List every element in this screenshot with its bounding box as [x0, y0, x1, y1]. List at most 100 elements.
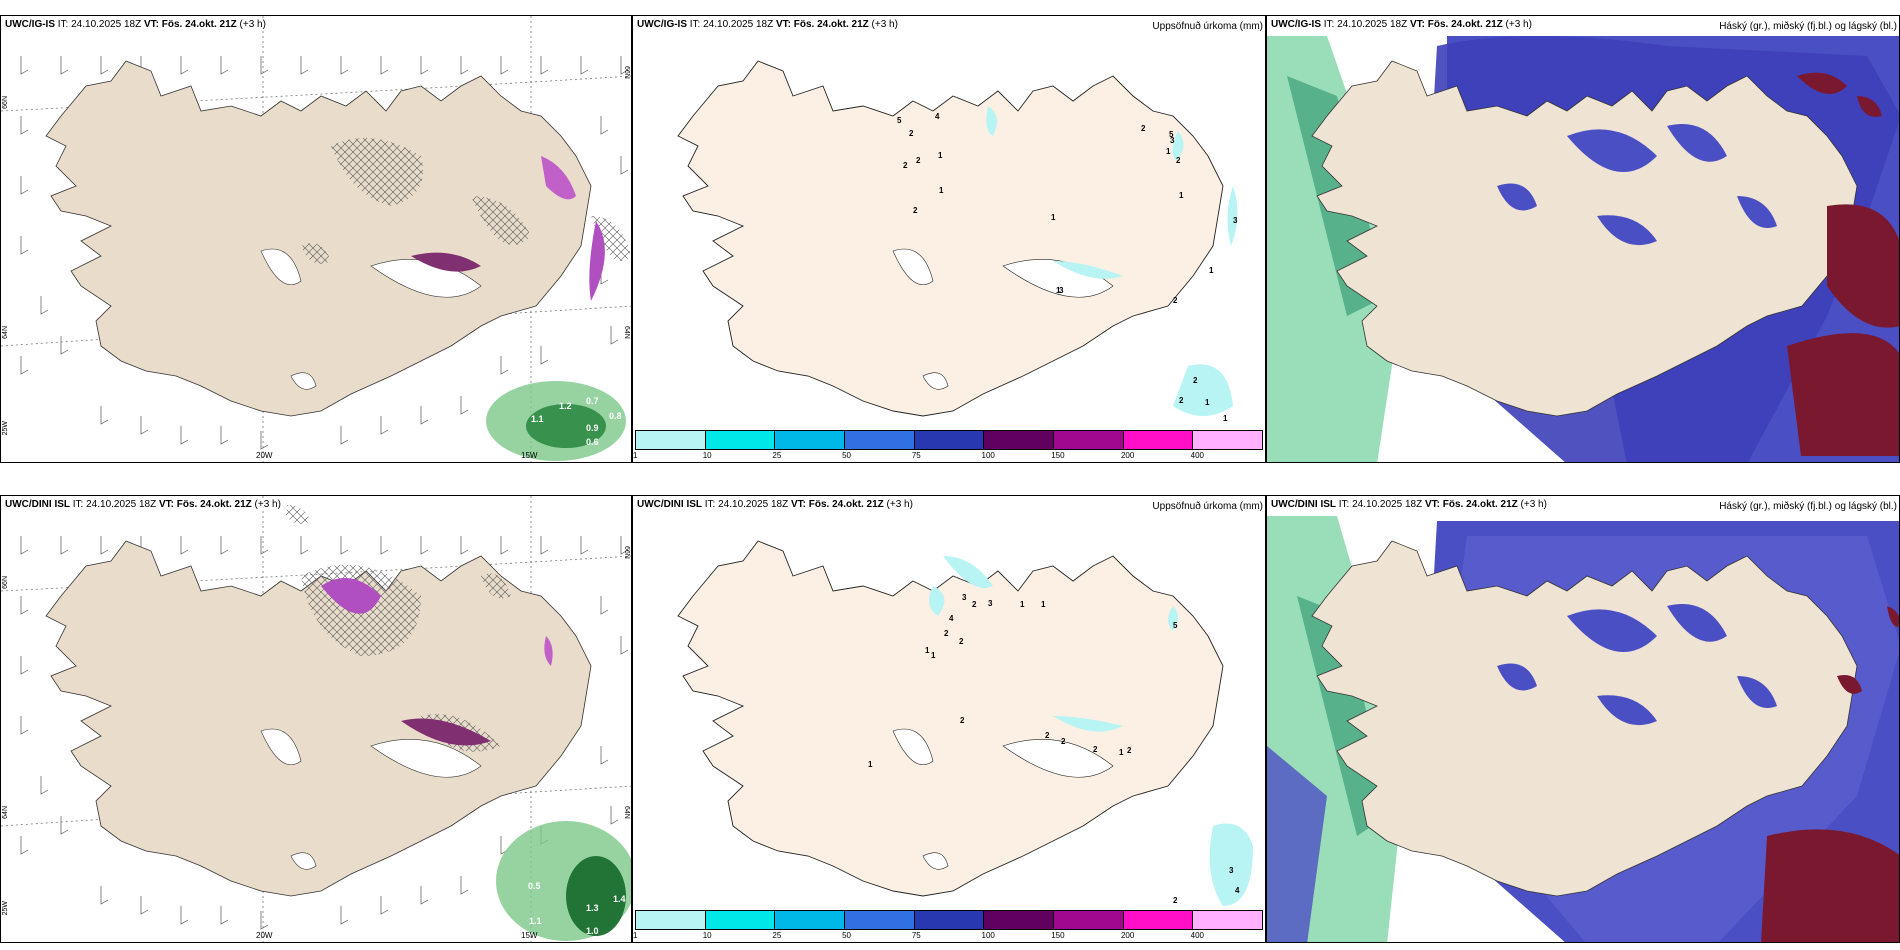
colorbar-seg: [845, 911, 915, 929]
cloud-map: [1267, 496, 1899, 942]
colorbar-ticks: 1 10 25 50 75 100 150 200 400: [633, 450, 1263, 462]
panel-title: UWC/IG-IS IT: 24.10.2025 18Z VT: Fös. 24…: [635, 19, 900, 30]
colorbar-tick: 100: [981, 451, 995, 460]
colorbar-tick: 150: [1051, 931, 1065, 940]
colorbar-seg: [636, 911, 706, 929]
precip-value: 3: [1170, 136, 1175, 145]
wind-value: 1.2: [559, 401, 572, 411]
precip-value: 2: [916, 156, 921, 165]
precip-title: Uppsöfnuð úrkoma (mm): [1152, 21, 1263, 32]
precip-colorbar: [635, 910, 1263, 930]
precip-map: [633, 496, 1253, 906]
precip-value: 1: [939, 186, 944, 195]
lat-label: 66N: [2, 576, 9, 589]
colorbar-tick: 25: [772, 451, 782, 460]
colorbar-tick: 400: [1190, 451, 1205, 460]
precip-value: 1: [1205, 398, 1210, 407]
colorbar-seg: [1193, 911, 1263, 929]
precip-value: 1: [1041, 600, 1046, 609]
colorbar-seg: [914, 431, 985, 449]
colorbar-tick: 400: [1190, 931, 1205, 940]
colorbar-seg: [705, 911, 776, 929]
precip-title: Uppsöfnuð úrkoma (mm): [1152, 501, 1263, 512]
precip-value: 2: [944, 629, 949, 638]
wind-value: 0.5: [528, 881, 541, 891]
colorbar-tick: 50: [842, 451, 852, 460]
lat-label: 66N: [2, 96, 9, 109]
panel-dini-clouds: UWC/DINI ISL IT: 24.10.2025 18Z VT: Fös.…: [1266, 495, 1900, 943]
panel-title: UWC/IG-IS IT: 24.10.2025 18Z VT: Fös. 24…: [3, 19, 268, 30]
wind-value: 0.9: [586, 423, 599, 433]
lat-label: 64N: [623, 326, 630, 339]
lon-label: 15W: [521, 931, 538, 940]
colorbar-tick: 200: [1120, 931, 1135, 940]
lat-label: 66N: [623, 546, 630, 559]
colorbar-seg: [984, 911, 1055, 929]
colorbar-seg: [984, 431, 1055, 449]
precip-value: 4: [1235, 886, 1240, 895]
precip-value: 1: [1209, 266, 1214, 275]
precip-value: 1: [1056, 286, 1061, 295]
colorbar-seg: [1054, 431, 1124, 449]
colorbar-seg: [1054, 911, 1124, 929]
precip-value: 2: [972, 600, 977, 609]
lon-label: 20W: [256, 451, 273, 460]
colorbar-tick: 25: [772, 931, 782, 940]
colorbar-tick: 150: [1051, 451, 1065, 460]
precip-value: 2: [1093, 745, 1098, 754]
colorbar-seg: [845, 431, 915, 449]
precip-value: 4: [935, 112, 940, 121]
panel-igis-wind: UWC/IG-IS IT: 24.10.2025 18Z VT: Fös. 24…: [0, 15, 632, 463]
colorbar-tick: 50: [842, 931, 852, 940]
colorbar-ticks: 1 10 25 50 75 100 150 200 400: [633, 930, 1263, 942]
panel-title: UWC/DINI ISL IT: 24.10.2025 18Z VT: Fös.…: [1269, 499, 1549, 510]
precip-value: 2: [1045, 731, 1050, 740]
panel-title: UWC/DINI ISL IT: 24.10.2025 18Z VT: Fös.…: [3, 499, 287, 510]
precip-map: [633, 16, 1238, 463]
lat-label: 66N: [623, 66, 630, 79]
wind-value: 1.3: [586, 903, 599, 913]
colorbar-tick: 75: [911, 451, 921, 460]
precip-value: 2: [903, 161, 908, 170]
colorbar-seg: [636, 431, 706, 449]
panel-title: UWC/IG-IS IT: 24.10.2025 18Z VT: Fös. 24…: [1269, 19, 1534, 30]
wind-value: 1.1: [531, 414, 544, 424]
precip-value: 2: [1141, 124, 1146, 133]
wind-value: 1.4: [613, 894, 626, 904]
precip-value: 4: [949, 614, 954, 623]
precip-value: 1: [931, 651, 936, 660]
lat-label: 64N: [623, 806, 630, 819]
colorbar-tick: 75: [911, 931, 921, 940]
precip-value: 2: [1173, 896, 1178, 905]
purple-conv-area: [541, 156, 576, 200]
lat-label: 25W: [2, 421, 9, 436]
colorbar-tick: 10: [702, 931, 712, 940]
cloud-map: [1267, 16, 1899, 462]
precip-value: 5: [1173, 621, 1178, 630]
colorbar-tick: 1: [633, 451, 638, 460]
colorbar-seg: [1123, 911, 1194, 929]
panel-dini-precip: UWC/DINI ISL IT: 24.10.2025 18Z VT: Fös.…: [632, 495, 1266, 943]
colorbar-tick: 1: [633, 931, 638, 940]
precip-value: 1: [1020, 600, 1025, 609]
wind-value: 1.1: [529, 916, 542, 926]
precip-value: 1: [868, 760, 873, 769]
colorbar-seg: [1193, 431, 1263, 449]
lat-label: 64N: [2, 326, 9, 339]
precip-value: 3: [988, 599, 993, 608]
wind-value: 0.7: [586, 396, 599, 406]
colorbar-seg: [775, 911, 846, 929]
colorbar-tick: 200: [1120, 451, 1135, 460]
precip-value: 2: [909, 129, 914, 138]
panel-igis-precip: UWC/IG-IS IT: 24.10.2025 18Z VT: Fös. 24…: [632, 15, 1266, 463]
precip-value: 3: [1229, 866, 1234, 875]
colorbar-seg: [705, 431, 776, 449]
colorbar-seg: [775, 431, 846, 449]
colorbar-seg: [914, 911, 985, 929]
precip-value: 2: [1173, 296, 1178, 305]
precip-value: 2: [913, 206, 918, 215]
colorbar-tick: 10: [702, 451, 712, 460]
precip-value: 1: [1119, 748, 1124, 757]
lat-label: 25W: [2, 901, 9, 916]
wind-map: [1, 496, 631, 942]
